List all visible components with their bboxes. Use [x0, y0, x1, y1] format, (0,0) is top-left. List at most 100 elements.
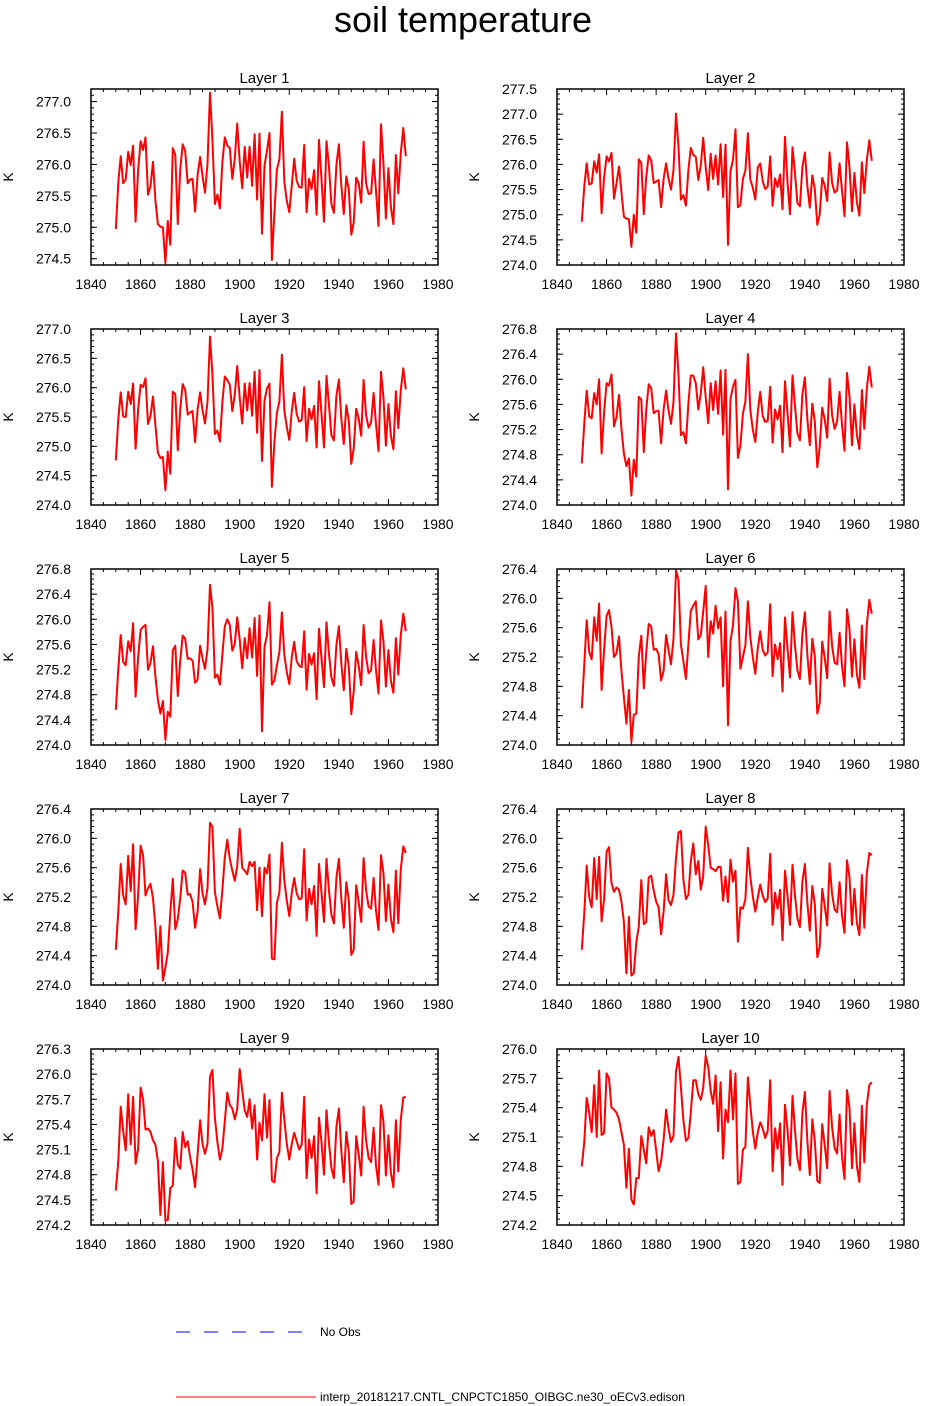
y-tick-label: 277.0 [502, 106, 537, 122]
y-tick-label: 274.8 [36, 1167, 71, 1183]
x-tick-label: 1900 [690, 516, 721, 532]
panel-title: Layer 9 [239, 1030, 289, 1047]
y-tick-label: 274.4 [36, 948, 71, 964]
x-tick-label: 1940 [323, 516, 354, 532]
series-line [114, 821, 407, 982]
y-tick-label: 274.5 [502, 232, 537, 248]
chart-panel-4: Layer 4 K 1840 1860 1880 1900 1920 1940 1960 1980… [466, 310, 920, 532]
y-tick-label: 274.2 [502, 1217, 537, 1233]
y-tick-label: 274.8 [502, 1158, 537, 1174]
x-tick-label: 1920 [274, 756, 305, 772]
y-tick-label: 274.4 [502, 708, 537, 724]
y-tick-label: 277.0 [36, 321, 71, 337]
y-tick-label: 276.3 [36, 1041, 71, 1057]
x-tick-label: 1880 [641, 996, 672, 1012]
y-tick-label: 276.0 [502, 590, 537, 606]
y-tick-label: 274.8 [36, 687, 71, 703]
x-tick-label: 1860 [591, 996, 622, 1012]
y-tick-label: 275.5 [502, 182, 537, 198]
series-line [114, 583, 407, 741]
y-tick-label: 276.4 [502, 801, 537, 817]
x-tick-label: 1960 [373, 756, 404, 772]
y-tick-label: 275.5 [36, 409, 71, 425]
y-axis-label: K [0, 892, 16, 902]
x-tick-label: 1860 [591, 516, 622, 532]
y-tick-label: 275.0 [502, 207, 537, 223]
y-tick-label: 274.8 [502, 918, 537, 934]
x-tick-label: 1980 [422, 996, 453, 1012]
x-tick-label: 1980 [888, 996, 919, 1012]
y-tick-label: 276.5 [36, 350, 71, 366]
y-tick-label: 274.8 [36, 918, 71, 934]
x-tick-label: 1840 [75, 996, 106, 1012]
series-line [580, 332, 873, 497]
y-tick-label: 274.5 [36, 251, 71, 267]
x-tick-label: 1920 [740, 276, 771, 292]
y-tick-label: 276.0 [36, 611, 71, 627]
plot-frame [90, 88, 439, 266]
panel-title: Layer 3 [239, 310, 289, 327]
plot-frame [90, 568, 439, 746]
x-tick-label: 1940 [323, 276, 354, 292]
x-tick-label: 1840 [541, 276, 572, 292]
x-tick-label: 1880 [641, 516, 672, 532]
y-tick-label: 274.0 [36, 977, 71, 993]
x-tick-label: 1940 [323, 756, 354, 772]
y-tick-label: 275.0 [36, 438, 71, 454]
series-line [580, 569, 873, 744]
y-tick-label: 274.0 [502, 977, 537, 993]
x-tick-label: 1980 [888, 756, 919, 772]
x-tick-label: 1920 [274, 516, 305, 532]
x-tick-label: 1840 [541, 516, 572, 532]
x-tick-label: 1920 [740, 756, 771, 772]
plot-frame [556, 1048, 905, 1226]
chart-panel-8: Layer 8 K 1840 1860 1880 1900 1920 1940 1960 1980… [466, 790, 920, 1012]
x-tick-label: 1980 [422, 516, 453, 532]
y-tick-label: 276.8 [502, 321, 537, 337]
x-tick-label: 1900 [690, 1236, 721, 1252]
x-tick-label: 1880 [175, 516, 206, 532]
x-tick-label: 1980 [888, 276, 919, 292]
y-tick-label: 275.2 [502, 889, 537, 905]
x-tick-label: 1840 [75, 756, 106, 772]
x-tick-label: 1840 [75, 276, 106, 292]
series-line [580, 1054, 873, 1206]
chart-panel-7: Layer 7 K 1840 1860 1880 1900 1920 1940 1960 1980… [0, 790, 454, 1012]
x-tick-label: 1960 [839, 1236, 870, 1252]
x-tick-label: 1940 [789, 756, 820, 772]
y-tick-label: 276.0 [36, 1066, 71, 1082]
y-tick-label: 274.4 [502, 472, 537, 488]
x-tick-label: 1880 [175, 1236, 206, 1252]
x-tick-label: 1940 [789, 996, 820, 1012]
y-tick-label: 276.0 [36, 380, 71, 396]
x-tick-label: 1940 [323, 996, 354, 1012]
panel-title: Layer 10 [701, 1030, 759, 1047]
y-tick-label: 276.4 [36, 586, 71, 602]
y-tick-label: 276.0 [36, 830, 71, 846]
y-axis-label: K [466, 172, 482, 182]
x-tick-label: 1980 [422, 756, 453, 772]
x-tick-label: 1940 [789, 516, 820, 532]
y-tick-label: 275.1 [502, 1129, 537, 1145]
legend-label-no-obs: No Obs [320, 1325, 361, 1339]
y-tick-label: 275.2 [36, 662, 71, 678]
y-axis-label: K [0, 412, 16, 422]
y-tick-label: 275.7 [36, 1091, 71, 1107]
y-tick-label: 276.5 [502, 131, 537, 147]
x-tick-label: 1960 [373, 276, 404, 292]
panel-title: Layer 2 [705, 70, 755, 87]
y-tick-label: 274.0 [502, 497, 537, 513]
plot-frame [556, 328, 905, 506]
y-tick-label: 275.4 [36, 1116, 71, 1132]
legend [176, 1331, 316, 1398]
x-tick-label: 1980 [888, 516, 919, 532]
x-tick-label: 1840 [541, 1236, 572, 1252]
chart-panel-3: Layer 3 K 1840 1860 1880 1900 1920 1940 1960 1980… [0, 310, 454, 532]
x-tick-label: 1860 [125, 516, 156, 532]
x-tick-label: 1980 [422, 1236, 453, 1252]
x-tick-label: 1860 [125, 276, 156, 292]
x-tick-label: 1960 [373, 1236, 404, 1252]
panel-title: Layer 5 [239, 550, 289, 567]
y-tick-label: 274.5 [502, 1188, 537, 1204]
y-tick-label: 275.0 [36, 219, 71, 235]
